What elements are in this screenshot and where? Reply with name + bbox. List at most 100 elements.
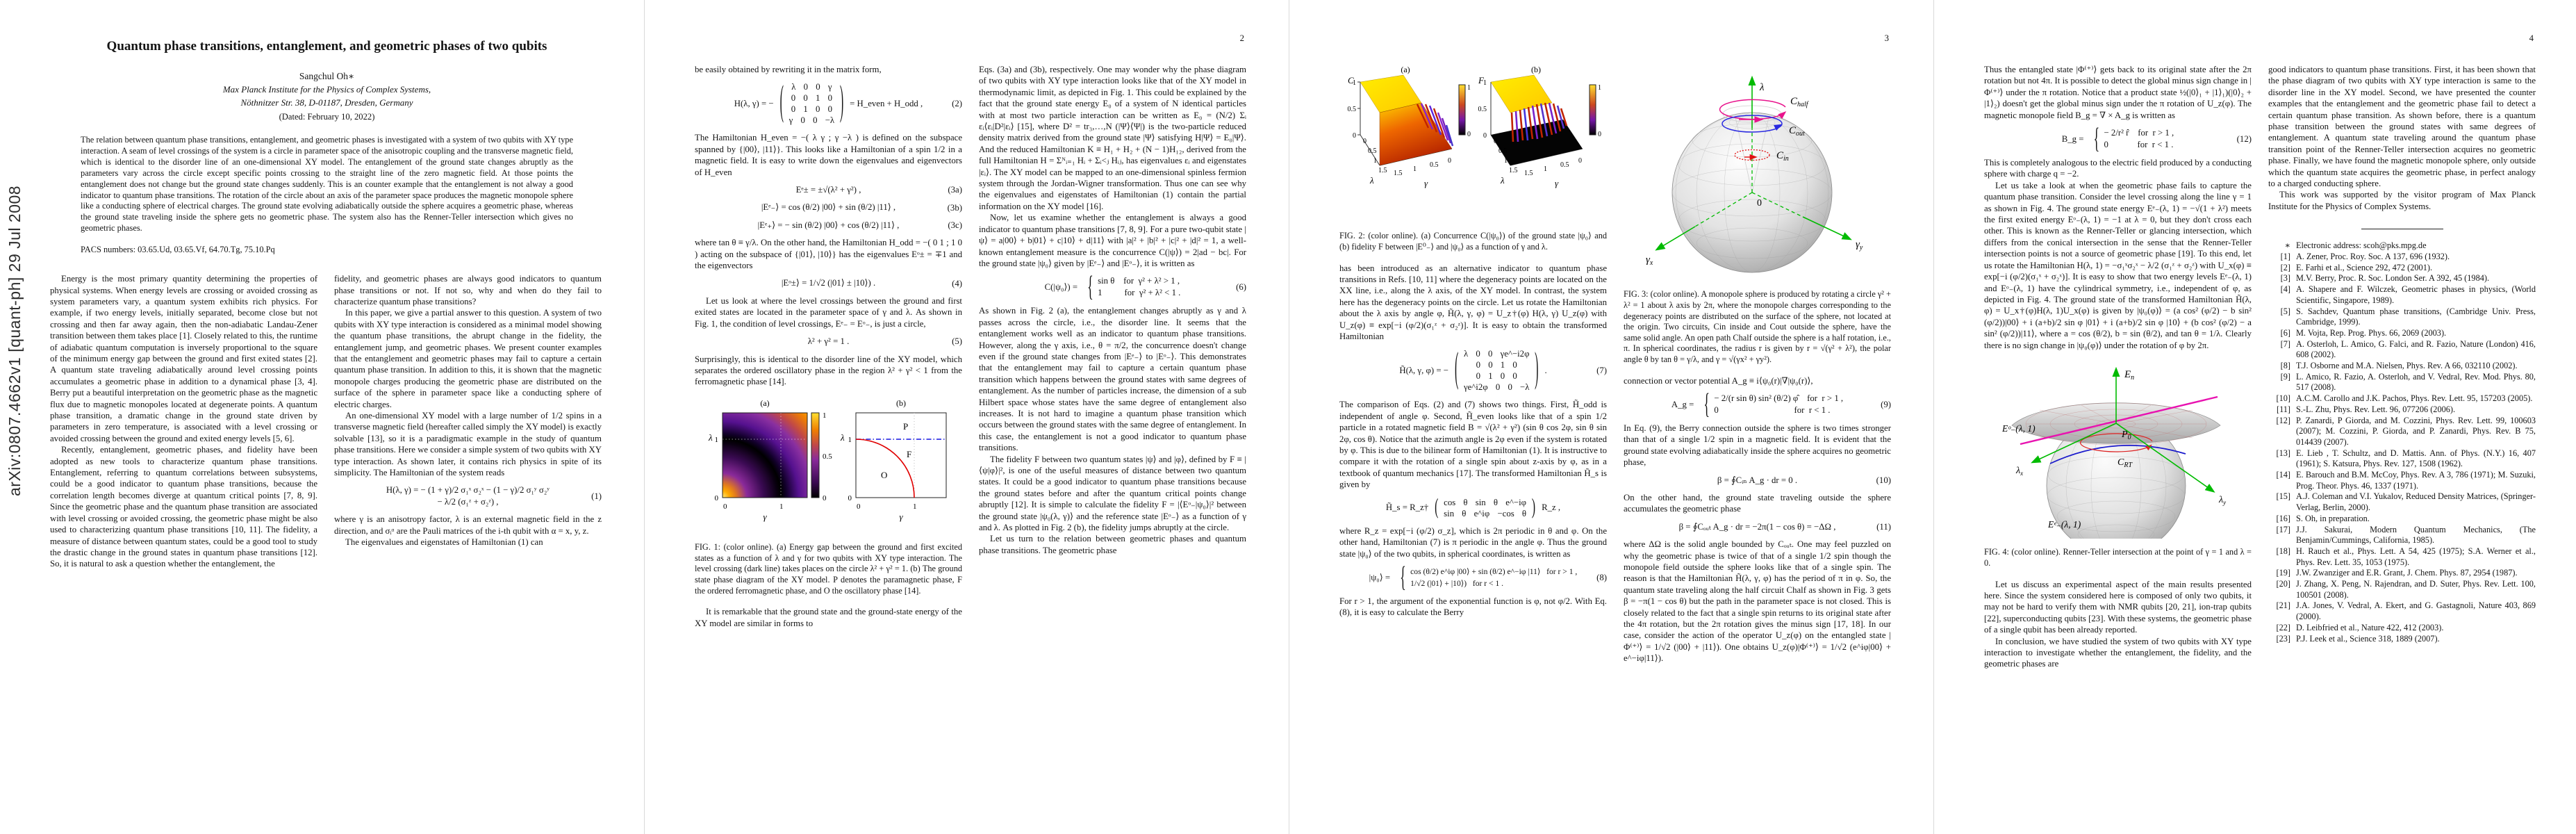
fig3-gamma-x-label: γx xyxy=(1646,254,1653,267)
fig4-Eo-label: Eᵒ₋(λ, 1) xyxy=(2001,423,2036,434)
fig2b-axis-gamma: γ xyxy=(1555,178,1559,188)
equation-number: (7) xyxy=(1596,366,1607,376)
fig2a-colorbar xyxy=(1458,84,1466,136)
fig1-heatmap xyxy=(723,412,807,498)
reference-item: [2] E. Farhi et al., Science 292, 472 (20… xyxy=(2280,262,2433,272)
paragraph: In this paper, we give a partial answer … xyxy=(334,308,602,409)
paragraph: where R_z = exp[−i (φ/2) σ_z], which is … xyxy=(1339,525,1607,559)
reference-item: [16] S. Oh, in preparation. xyxy=(2276,513,2370,523)
svg-text:0: 0 xyxy=(823,494,827,502)
fig4-CRT-label: CRT xyxy=(2117,457,2133,469)
paragraph: Let us discuss an experimental aspect of… xyxy=(1984,579,2252,635)
fig3-lambda-axis-label: λ xyxy=(1759,82,1765,93)
equation-number: (11) xyxy=(1876,521,1891,532)
paragraph: connection or vector potential A_g ≡ i⟨ψ… xyxy=(1624,375,1813,386)
fig1-critical-circle xyxy=(855,438,915,498)
fig4-Ee-label: Eᵉ₋(λ, 1) xyxy=(2047,519,2081,530)
paragraph: The Hamiltonian H_even = −( λ γ ; γ −λ )… xyxy=(695,133,962,177)
circuit-C-out xyxy=(1722,115,1783,133)
fig2a-axis-gamma: γ xyxy=(1424,178,1428,188)
fig1a-axis-gamma: γ xyxy=(763,512,767,522)
svg-text:0: 0 xyxy=(1448,157,1451,165)
figure-4: En Eᵒ₋(λ, 1) Eᵉ₋(λ, 1) P0 CRT λx λy xyxy=(1984,359,2252,556)
circuit-C-in xyxy=(1734,149,1770,161)
equation-number: (9) xyxy=(1881,399,1891,409)
svg-text:1: 1 xyxy=(1413,165,1417,173)
svg-text:0: 0 xyxy=(1353,132,1356,140)
fig2b-colorbar xyxy=(1589,84,1596,136)
paragraph: On the other hand, the ground state trav… xyxy=(1624,493,1891,514)
fig2b-zlabel-F: F xyxy=(1478,75,1485,85)
svg-text:1: 1 xyxy=(1483,79,1487,87)
page-1: arXiv:0807.4662v1 [quant-ph] 29 Jul 2008… xyxy=(0,0,644,834)
page3-column-2: λ Chalf Cout Cin 0 γx γy FIG. 3: (color … xyxy=(1624,64,1891,664)
footnote: ∗ Electronic address: scoh@pks.mpg.de xyxy=(2284,240,2427,251)
reference-item: [13] E. Lieb , T. Schultz, and D. Mattis.… xyxy=(2276,448,2536,469)
figure-4-plot: En Eᵒ₋(λ, 1) Eᵉ₋(λ, 1) P0 CRT λx λy xyxy=(2001,366,2226,556)
fig1-colorbar xyxy=(811,412,820,498)
figure-2-plot: (a) C 1 0.5 0 xyxy=(1348,65,1602,188)
paragraph: Surprisingly, this is identical to the d… xyxy=(695,354,962,387)
fig1-phase-O: O xyxy=(881,470,887,480)
equation-4: |Eᵒ±⟩ = 1/√2 (|01⟩ ± |10⟩) . (4) xyxy=(781,278,962,288)
figure-3-caption: FIG. 3: (color online). A monopole spher… xyxy=(1624,289,1891,364)
page-number: 2 xyxy=(1239,33,1244,43)
paragraph: Recently, entanglement, geometric phases… xyxy=(50,445,317,569)
fig2a-slope-surface xyxy=(1379,102,1453,166)
paragraph: fidelity, and geometric phases are alway… xyxy=(334,274,602,306)
fig1a-axis-lambda: λ xyxy=(708,432,713,443)
page2-column-2: Eqs. (3a) and (3b), respectively. One ma… xyxy=(979,64,1246,629)
equation-number: (1) xyxy=(591,491,602,501)
svg-text:0.5: 0.5 xyxy=(1498,147,1508,155)
fig1-panel-a-label: (a) xyxy=(760,398,769,408)
reference-item: [19] J.W. Zwanziger and E.R. Grant, J. Ch… xyxy=(2276,568,2518,578)
page-4: 4 Thus the entangled state |Φ⁽⁺⁾⟩ gets b… xyxy=(1933,0,2576,834)
svg-text:1: 1 xyxy=(1504,157,1508,165)
svg-text:1.5: 1.5 xyxy=(1524,170,1533,177)
equation-number: (3c) xyxy=(948,220,962,230)
svg-text:0: 0 xyxy=(1578,157,1582,165)
fig3-gamma-y-label: γy xyxy=(1856,239,1863,252)
equation-10: β = ∮Cᵢₙ A_g · dr = 0 . (10) xyxy=(1717,475,1891,485)
paragraph: where ΔΩ is the solid angle bounded by C… xyxy=(1624,539,1891,664)
affiliation-line-2: Nöthnitzer Str. 38, D-01187, Dresden, Ge… xyxy=(240,97,413,108)
reference-item: [1] A. Zener, Proc. Roy. Soc. A 137, 696 … xyxy=(2280,251,2450,261)
figure-2-caption: FIG. 2: (color online). (a) Concurrence … xyxy=(1339,231,1607,252)
reference-item: [7] A. Osterloh, L. Amico, G. Falci, and … xyxy=(2280,338,2536,360)
svg-text:0.5: 0.5 xyxy=(1368,147,1377,155)
equation-2: H(λ, γ) = − λ 0 0 γ 0 0 1 0 0 1 0 0 γ 0 … xyxy=(695,81,962,126)
svg-text:1: 1 xyxy=(1544,165,1547,173)
fig2b-axis-lambda: λ xyxy=(1500,175,1505,186)
axes xyxy=(2031,366,2215,493)
svg-text:1: 1 xyxy=(1353,79,1356,87)
fig1b-axis-gamma: γ xyxy=(899,512,903,522)
paragraph: The eigenvalues and eigenstates of Hamil… xyxy=(345,537,543,548)
reference-item: [14] E. Barouch and B.M. McCoy, Phys. Rev… xyxy=(2276,470,2536,491)
figure-1: (a) λ 1 0 0 1 γ 1 xyxy=(695,396,962,537)
lower-level-curve xyxy=(2049,444,2186,464)
equation-number: (3b) xyxy=(947,202,962,213)
reference-item: [4] A. Shapere and F. Wilczek, Geometric … xyxy=(2280,284,2536,305)
equation-number: (5) xyxy=(952,336,962,347)
equation-number: (6) xyxy=(1236,282,1246,293)
fig1-phase-F: F xyxy=(907,449,911,459)
equation-number: (10) xyxy=(1876,475,1891,485)
figure-2: (a) C 1 0.5 0 xyxy=(1339,64,1607,225)
upper-level-line xyxy=(2020,395,2218,445)
equation-3b: |Eᵉ₋⟩ = cos (θ/2) |00⟩ + sin (θ/2) |11⟩ … xyxy=(761,202,962,213)
reference-item: [5] S. Sachdev, Quantum phase transitions… xyxy=(2280,306,2536,327)
circuit-C-half xyxy=(1719,99,1787,120)
paragraph: Now, let us examine whether the entangle… xyxy=(979,213,1246,268)
svg-text:0: 0 xyxy=(1483,132,1487,140)
paragraph: This work was supported by the visitor p… xyxy=(2268,190,2536,211)
svg-text:1: 1 xyxy=(1373,157,1377,165)
fig2-panel-a-label: (a) xyxy=(1401,65,1410,74)
svg-text:1.5: 1.5 xyxy=(1509,167,1518,174)
paragraph: In Eq. (9), the Berry connection outside… xyxy=(1624,423,1891,468)
fig2a-cliff-stripes xyxy=(1416,103,1454,147)
reference-item: [18] H. Rauch et al., Phys. Lett. A 54, 4… xyxy=(2276,546,2536,567)
page1-column-1: Energy is the most primary quantity dete… xyxy=(50,273,317,570)
paragraph: As shown in Fig. 2 (a), the entanglement… xyxy=(979,306,1246,453)
circuit-C-RT xyxy=(2080,433,2153,452)
